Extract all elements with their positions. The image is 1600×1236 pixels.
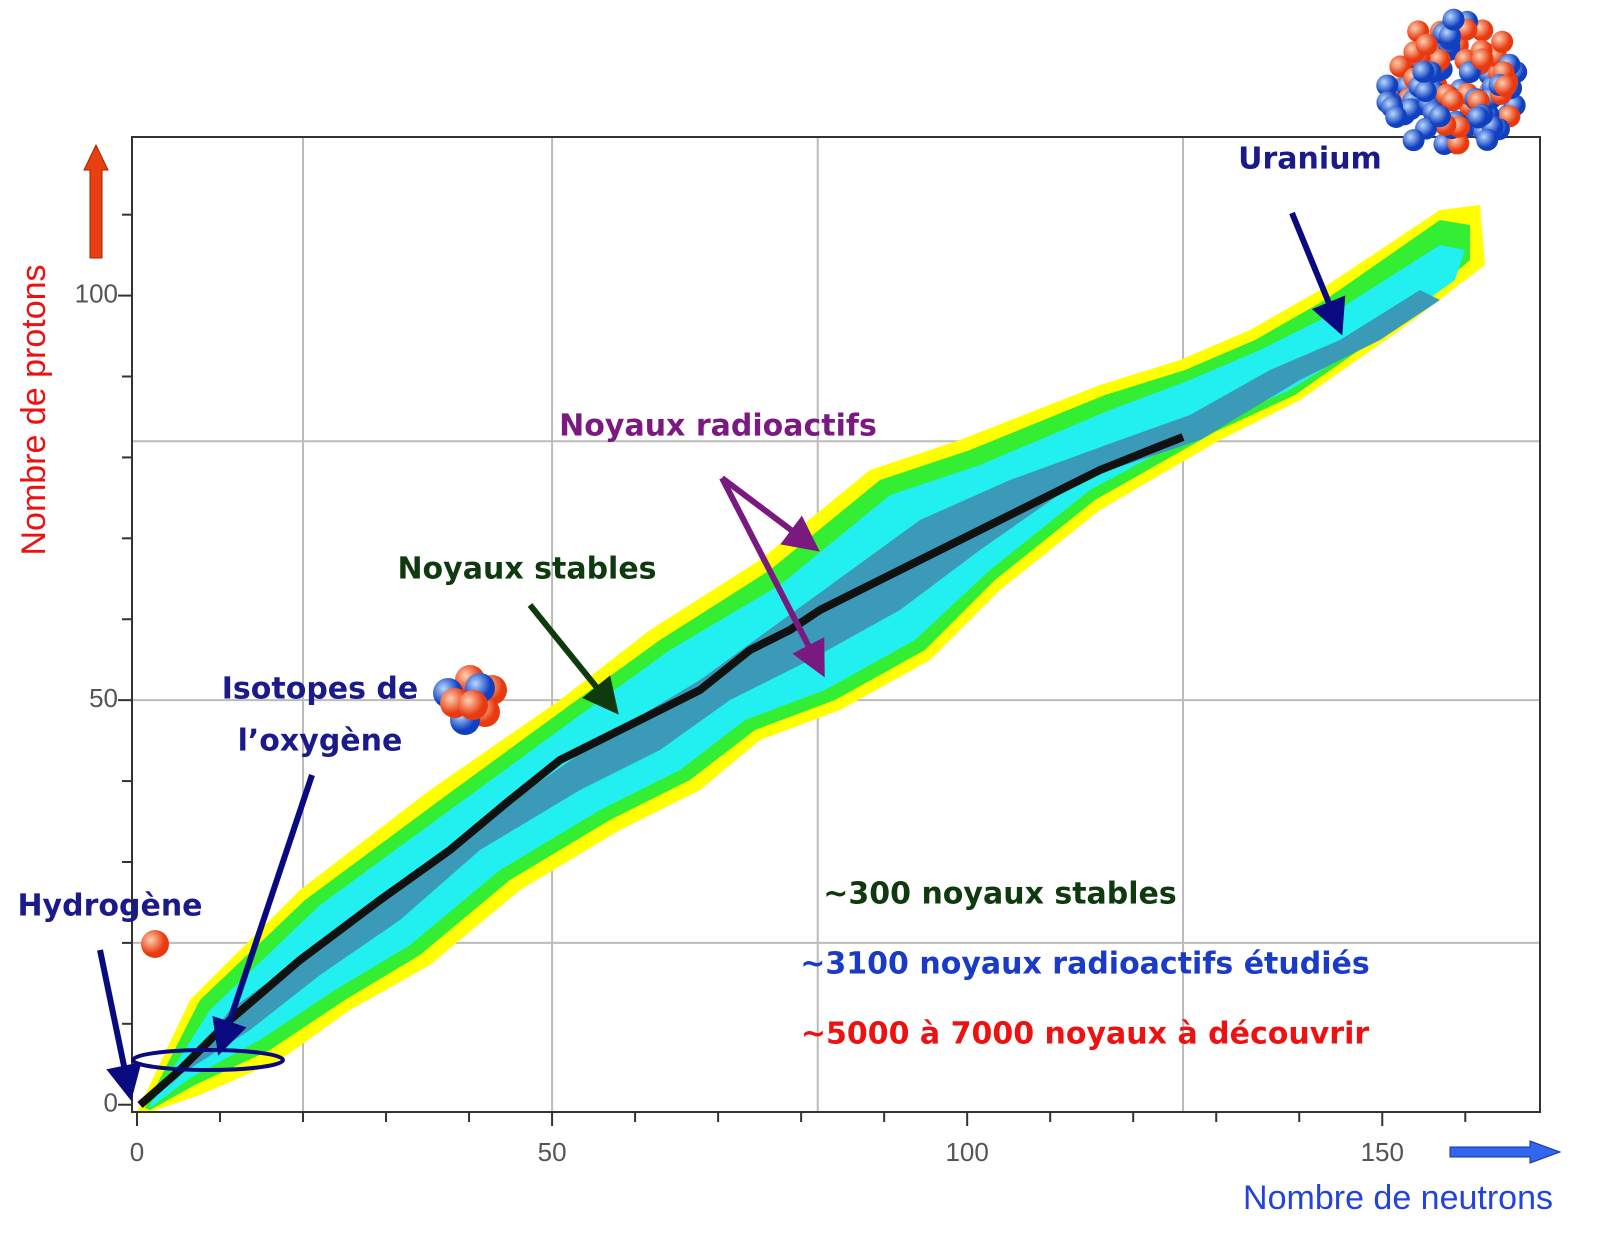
x-tick-label: 150 [1361,1137,1404,1167]
oxygen-icon [433,665,507,735]
nucleon [1476,129,1498,151]
nucleon [1385,106,1407,128]
x-axis-label: Nombre de neutrons [1243,1179,1553,1217]
nucleon [1471,48,1493,70]
chart: 0 50 100 150 0 50 100 Nombre de protons Nombre… [0,0,1600,1236]
annotation: l’oxygène [238,724,403,759]
x-tick-label: 0 [130,1137,144,1167]
hydrogen-icon [141,930,169,958]
y-arrow [84,145,108,258]
summary: ~3100 noyaux radioactifs étudiés [800,947,1369,982]
nucleon [1416,34,1438,56]
x-arrow [1450,1141,1560,1163]
annotation: Uranium [1238,142,1382,177]
annotation: Noyaux radioactifs [559,409,877,444]
annotation: Hydrogène [17,889,202,924]
y-axis-label: Nombre de protons [15,264,53,555]
arrow [722,478,815,548]
arrow [100,950,130,1095]
nucleon [1491,31,1513,53]
y-tick-label: 50 [89,683,118,713]
summary: ~300 noyaux stables [823,877,1177,912]
uranium-icon [1376,9,1527,155]
nucleon [1429,105,1451,127]
x-tick-label: 100 [945,1137,988,1167]
y-tick-label: 100 [75,278,118,308]
nucleon [1415,80,1437,102]
nucleon [1412,61,1434,83]
summary: ~5000 à 7000 noyaux à découvrir [801,1017,1370,1052]
x-tick-label: 50 [538,1137,567,1167]
nucleon [1495,75,1517,97]
annotation: Noyaux stables [397,552,656,587]
annotation: Isotopes de [222,672,419,707]
nucleon [1403,129,1425,151]
nucleon [1467,106,1489,128]
nucleon [1443,9,1465,31]
y-tick-label: 0 [104,1088,118,1118]
